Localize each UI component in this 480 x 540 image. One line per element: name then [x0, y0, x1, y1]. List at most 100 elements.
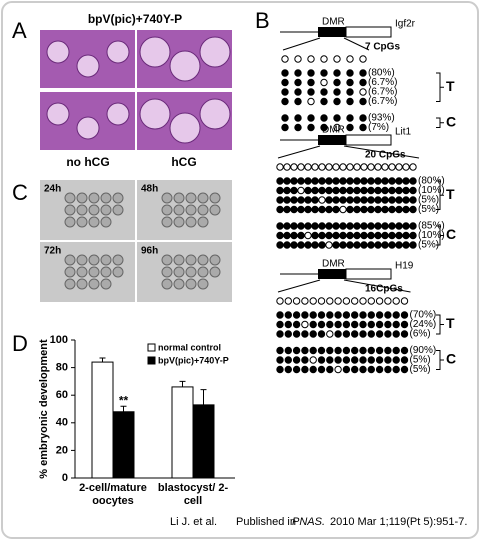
dmr-box [318, 269, 346, 279]
cpg [375, 365, 384, 374]
cpg [276, 231, 284, 240]
gene-name: Lit1 [395, 127, 412, 138]
cpg [339, 205, 347, 214]
cpg [292, 320, 301, 329]
cpg [333, 114, 341, 122]
embryo [100, 254, 112, 266]
cpg [332, 196, 340, 204]
cpg [334, 297, 342, 305]
cpg [402, 163, 410, 171]
cpg [333, 55, 341, 63]
embryo [64, 266, 76, 278]
cpg [334, 346, 342, 355]
cpg [333, 123, 341, 132]
cpg [290, 186, 298, 195]
group-letter: C [446, 351, 456, 367]
cpg [297, 205, 305, 214]
cpg [375, 346, 384, 355]
error-bar [179, 380, 186, 387]
bracket [436, 180, 444, 210]
percent: (70%) [410, 310, 437, 321]
bracket [436, 117, 444, 128]
percent: (7%) [368, 122, 389, 133]
cpg [320, 114, 328, 122]
percent: (5%) [418, 195, 439, 206]
cpg [388, 186, 396, 195]
cpg [276, 196, 284, 204]
cpg [281, 78, 289, 87]
cpg [294, 88, 302, 96]
cpg [334, 365, 342, 374]
cpg [409, 196, 417, 204]
cpg [307, 55, 315, 63]
cpg [392, 346, 400, 355]
embryo [197, 204, 209, 216]
cpg [304, 186, 312, 195]
embryo [88, 216, 100, 228]
cpg [317, 320, 326, 329]
cpg [320, 55, 328, 63]
cpg [395, 186, 403, 195]
cpg [342, 365, 351, 374]
embryo [197, 278, 209, 290]
cpg [375, 297, 384, 305]
cpg [381, 231, 389, 240]
cpg [367, 356, 375, 364]
embryo [64, 204, 76, 216]
cpg [311, 231, 319, 240]
cpg [360, 163, 368, 171]
bar [171, 386, 194, 479]
cpg [317, 365, 326, 374]
embryo [64, 278, 76, 290]
cpg [307, 88, 315, 96]
cpg [367, 177, 375, 185]
cpg [374, 186, 382, 195]
legend-swatch [147, 356, 156, 365]
embryo [76, 266, 88, 278]
cpg [325, 186, 333, 195]
cpg [297, 163, 305, 171]
embryo [185, 192, 197, 204]
cpg [395, 196, 403, 204]
group-letter: C [446, 226, 456, 242]
cpg [332, 231, 340, 240]
follicle [139, 36, 171, 68]
cpg [309, 297, 317, 305]
cpg [346, 78, 354, 87]
cpg [359, 311, 367, 319]
cpg [297, 186, 305, 195]
cpg [409, 205, 417, 214]
cpg [367, 311, 375, 319]
cpg [346, 231, 354, 240]
cpg [297, 241, 305, 249]
dmr-box [318, 27, 346, 37]
cpg [281, 114, 289, 122]
embryo [197, 254, 209, 266]
cpg [353, 196, 361, 204]
cpg [290, 196, 298, 204]
cpg [325, 205, 333, 214]
cpg [375, 330, 384, 338]
cpg [334, 320, 342, 329]
cpg [307, 97, 315, 106]
embryo [209, 266, 221, 278]
cpg [332, 177, 340, 185]
error-bar [120, 405, 127, 412]
cpg [318, 241, 326, 249]
cpg [409, 241, 417, 249]
cpg [309, 346, 317, 355]
cpg [283, 222, 291, 230]
cpg [318, 186, 326, 195]
cpg [400, 297, 409, 305]
cpg [351, 311, 359, 319]
embryo [185, 204, 197, 216]
percent: (6.7%) [368, 77, 397, 88]
cpg [353, 241, 361, 249]
percent: (24%) [410, 319, 437, 330]
cpg [339, 241, 347, 249]
caption: no hCG [66, 155, 109, 169]
cpg [281, 88, 289, 96]
percent: (80%) [418, 176, 445, 187]
cpg-count: 7 CpGs [365, 42, 400, 53]
